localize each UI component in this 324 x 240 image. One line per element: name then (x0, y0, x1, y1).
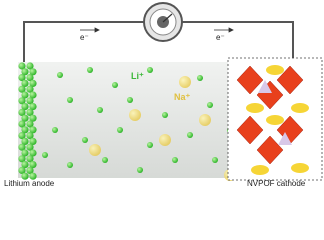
lithium-atom (29, 126, 37, 134)
li-ion (57, 72, 63, 78)
lithium-atom (21, 161, 29, 169)
li-ion (172, 157, 178, 163)
na-ion (129, 109, 141, 121)
li-ion (147, 142, 153, 148)
cathode-label: NVPOF cathode (247, 179, 306, 188)
lithium-atom (29, 91, 37, 99)
li-ion (137, 167, 143, 173)
na-site (251, 165, 269, 175)
na-site (266, 115, 284, 125)
lithium-atom (26, 166, 34, 174)
na-ion (89, 144, 101, 156)
octahedron (236, 65, 264, 95)
na-site (266, 65, 284, 75)
lithium-atom (18, 155, 26, 163)
octahedron (276, 65, 304, 95)
lithium-atom (21, 172, 29, 180)
anode-label: Lithium anode (4, 179, 55, 188)
wire (23, 21, 294, 62)
tetrahedron (258, 80, 272, 93)
li-ion (87, 67, 93, 73)
na-site (246, 103, 264, 113)
li-ion (197, 75, 203, 81)
octahedron (256, 135, 284, 165)
na-ion-label: Na⁺ (174, 92, 191, 102)
lithium-atom (29, 114, 37, 122)
li-ion-label: Li⁺ (131, 71, 144, 81)
lithium-atom (21, 149, 29, 157)
li-ion (187, 132, 193, 138)
li-ion (42, 152, 48, 158)
lithium-atom (29, 172, 37, 180)
lithium-atom (26, 132, 34, 140)
lithium-atom (18, 108, 26, 116)
lithium-atom (26, 143, 34, 151)
octahedron (236, 115, 264, 145)
lithium-atom (29, 68, 37, 76)
lithium-atom (26, 155, 34, 163)
li-ion (102, 157, 108, 163)
lithium-atom (29, 149, 37, 157)
lithium-atom (21, 103, 29, 111)
lithium-atom (26, 120, 34, 128)
lithium-atom (18, 85, 26, 93)
lithium-atom (18, 132, 26, 140)
li-ion (52, 127, 58, 133)
lithium-atom (29, 161, 37, 169)
na-ion (179, 76, 191, 88)
lithium-atom (29, 79, 37, 87)
li-ion (112, 82, 118, 88)
battery-diagram: e⁻ e⁻ Li⁺ Na⁺ Lithium anode NVPOF cathod… (4, 2, 323, 188)
lithium-atom (18, 62, 26, 70)
lithium-atom (18, 166, 26, 174)
li-ion (117, 127, 123, 133)
crystal-inset (227, 57, 323, 181)
lithium-atom (21, 79, 29, 87)
li-ion (207, 102, 213, 108)
na-ion (159, 134, 171, 146)
electron-arrows (80, 27, 234, 33)
na-site (291, 163, 309, 173)
li-ion (82, 137, 88, 143)
na-ion (199, 114, 211, 126)
lithium-atom (21, 91, 29, 99)
na-site (291, 103, 309, 113)
li-ion (97, 107, 103, 113)
lithium-atom (18, 120, 26, 128)
lithium-atom (21, 114, 29, 122)
lithium-atom (26, 97, 34, 105)
lithium-atom (26, 85, 34, 93)
li-ion (162, 112, 168, 118)
lithium-atom (18, 143, 26, 151)
li-ion (67, 162, 73, 168)
lithium-atom (26, 62, 34, 70)
li-ion (212, 157, 218, 163)
lithium-atom (21, 137, 29, 145)
electron-label: e⁻ (80, 33, 89, 42)
lithium-atom (26, 108, 34, 116)
li-ion (127, 97, 133, 103)
lithium-atom (29, 137, 37, 145)
electron-label: e⁻ (216, 33, 225, 42)
meter (143, 2, 183, 42)
li-ion (147, 67, 153, 73)
lithium-atom (26, 74, 34, 82)
tetrahedron (278, 132, 292, 145)
lithium-atom (21, 126, 29, 134)
lithium-atom (29, 103, 37, 111)
lithium-atom (18, 74, 26, 82)
lithium-atom (21, 68, 29, 76)
li-ion (67, 97, 73, 103)
lithium-atom (18, 97, 26, 105)
